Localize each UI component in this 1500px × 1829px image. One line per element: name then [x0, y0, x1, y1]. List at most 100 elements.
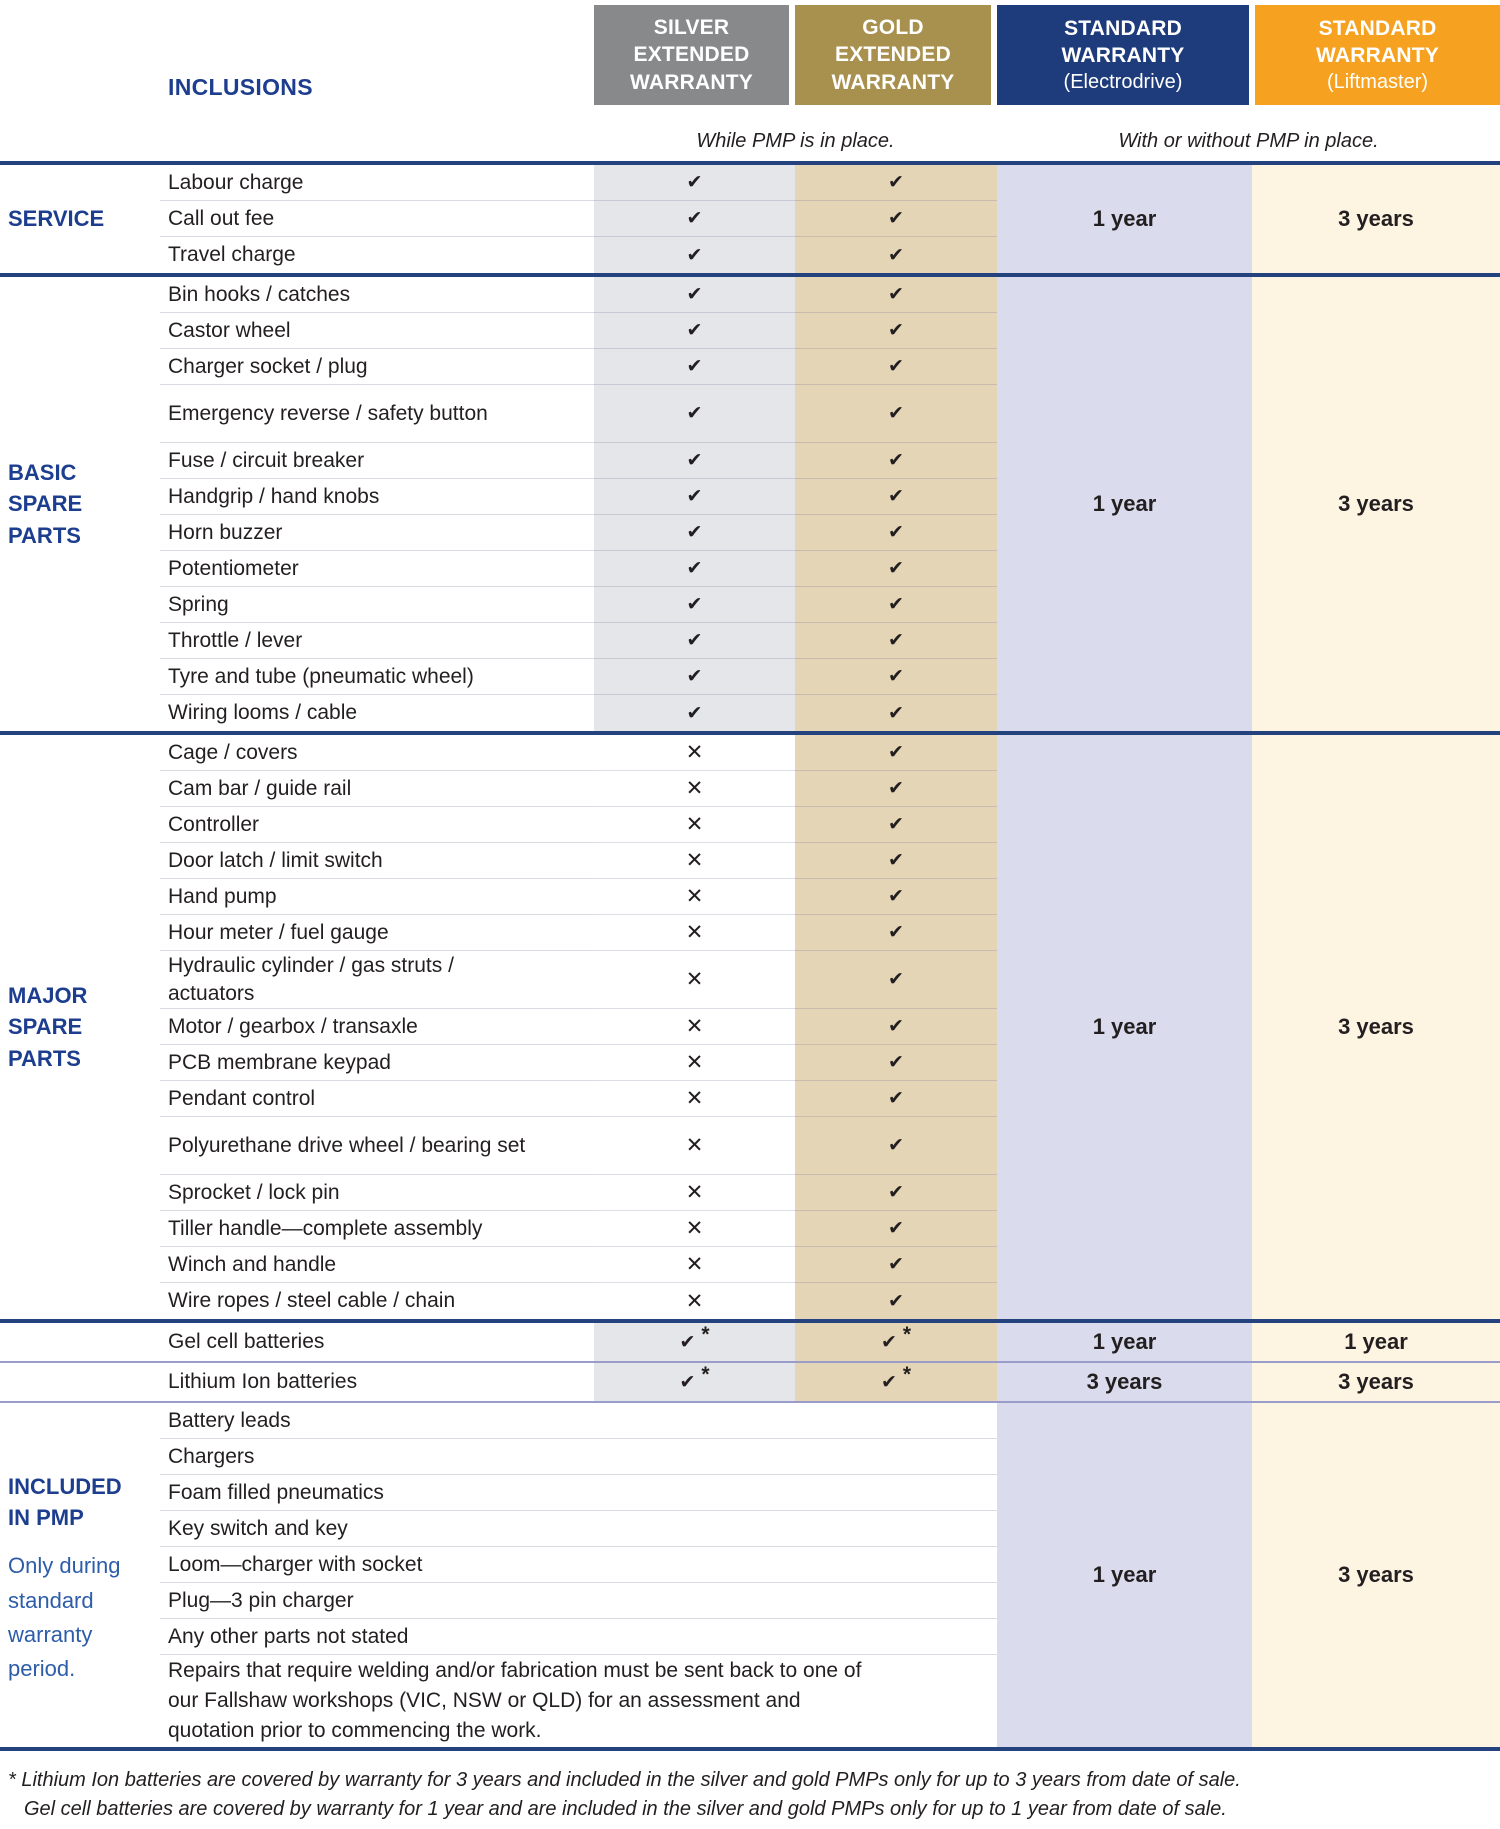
check-icon: ✔	[686, 701, 703, 724]
section-divider	[0, 1319, 1500, 1323]
asterisk-icon: *	[701, 1363, 710, 1386]
row-label-text: Tyre and tube (pneumatic wheel)	[168, 664, 474, 688]
section-heading: BASIC SPARE PARTS	[8, 460, 83, 548]
mark-wrap: ✔	[687, 631, 703, 650]
row-label-text: Battery leads	[168, 1408, 291, 1432]
table-row-label: Gel cell batteries	[160, 1323, 594, 1361]
mark-wrap: ✔	[888, 357, 904, 376]
duration-value: 3 years	[1338, 491, 1414, 516]
silver-mark-cell: ✔ *	[594, 1323, 795, 1361]
check-icon: ✔	[888, 557, 904, 579]
check-icon: ✔	[880, 1370, 897, 1393]
silver-mark-cell: ✔	[594, 201, 795, 237]
silver-mark-cell: ✕	[594, 1211, 795, 1247]
cross-icon: ✕	[685, 1180, 704, 1204]
row-label-text: Lithium Ion batteries	[168, 1370, 358, 1394]
gold-mark-cell: ✔	[795, 349, 997, 385]
section-divider	[0, 161, 1500, 165]
table-body: SERVICE Labour charge ✔ ✔ Call out fee ✔ ✔ Trav…	[0, 165, 1500, 1751]
mark-wrap: ✔	[687, 487, 703, 506]
silver-mark-cell: ✔	[594, 695, 795, 731]
asterisk-icon: *	[902, 1363, 912, 1386]
check-icon: ✔	[888, 355, 904, 377]
mark-wrap: ✕	[686, 1218, 704, 1239]
section-heading: MAJOR SPARE PARTS	[8, 983, 88, 1071]
table-row-label: Handgrip / hand knobs	[160, 479, 594, 515]
mark-wrap: ✔	[888, 285, 904, 304]
cross-icon: ✕	[685, 1133, 704, 1157]
row-label-text: Plug—3 pin charger	[168, 1588, 354, 1612]
table-row-label: Travel charge	[160, 237, 594, 273]
footnotes: * Lithium Ion batteries are covered by w…	[0, 1751, 1500, 1824]
mark-wrap: ✔	[888, 209, 904, 228]
check-icon: ✔	[686, 283, 703, 305]
silver-mark-cell: ✔	[594, 551, 795, 587]
pmp-note-standard: With or without PMP in place.	[1118, 129, 1379, 152]
footnote-lithium: * Lithium Ion batteries are covered by w…	[8, 1769, 1241, 1791]
row-label-text: Winch and handle	[168, 1252, 337, 1276]
row-label-text: Door latch / limit switch	[168, 848, 383, 872]
electrodrive-duration-cell: 1 year	[997, 277, 1252, 731]
mark-wrap: ✔	[888, 1291, 904, 1311]
table-row-label: Any other parts not stated	[160, 1619, 997, 1655]
check-icon: ✔	[686, 207, 703, 229]
gold-mark-cell: ✔	[795, 515, 997, 551]
section-divider	[0, 1401, 1500, 1403]
group-spacer	[0, 1363, 160, 1401]
duration-value: 1 year	[1092, 491, 1157, 516]
table-row-label: Battery leads	[160, 1403, 997, 1439]
group-label-service: SERVICE	[0, 165, 160, 273]
silver-mark-cell: ✔	[594, 385, 795, 443]
row-label-text: Wiring looms / cable	[168, 701, 358, 725]
table-row-label: Bin hooks / catches	[160, 277, 594, 313]
pmp-note-extended: While PMP is in place.	[696, 129, 895, 152]
header-title-line: WARRANTY	[630, 70, 753, 94]
row-label-text: Controller	[168, 812, 260, 836]
row-label-text: Charger socket / plug	[168, 354, 368, 378]
check-icon: ✔	[888, 1217, 904, 1239]
gold-mark-cell: ✔	[795, 201, 997, 237]
section-divider	[0, 1361, 1500, 1363]
check-icon: ✔	[686, 171, 703, 193]
mark-wrap: ✔	[888, 1255, 904, 1274]
check-icon: ✔	[888, 813, 904, 835]
table-row-label: Wire ropes / steel cable / chain	[160, 1283, 594, 1319]
table-row-label: Door latch / limit switch	[160, 843, 594, 879]
row-label-text: Labour charge	[168, 170, 304, 194]
silver-mark-cell: ✕	[594, 735, 795, 771]
section-major-spare-parts: MAJOR SPARE PARTS Cage / covers ✕ ✔ Cam bar …	[0, 735, 1500, 1319]
check-icon: ✔	[686, 593, 703, 615]
row-label-text: Throttle / lever	[168, 628, 303, 652]
warranty-header-standard-liftmaster: STANDARD WARRANTY (Liftmaster)	[1255, 5, 1500, 105]
cross-icon: ✕	[685, 1086, 704, 1110]
silver-mark-cell: ✕	[594, 1247, 795, 1283]
row-label-text: Wire ropes / steel cable / chain	[168, 1289, 456, 1313]
gold-mark-cell: ✔	[795, 771, 997, 807]
gold-mark-cell: ✔	[795, 479, 997, 515]
row-label-text: Bin hooks / catches	[168, 282, 351, 306]
table-row-label: Hand pump	[160, 879, 594, 915]
check-icon: ✔	[880, 1330, 897, 1353]
mark-wrap: ✔	[687, 667, 703, 686]
row-label-text: Call out fee	[168, 206, 275, 230]
gold-mark-cell: ✔	[795, 1009, 997, 1045]
row-label-text: Tiller handle—complete assembly	[168, 1216, 483, 1240]
cross-icon: ✕	[685, 1216, 704, 1240]
silver-mark-cell: ✕	[594, 879, 795, 915]
inclusions-header-cell: INCLUSIONS	[0, 5, 594, 105]
header-subtitle-line: (Electrodrive)	[1063, 71, 1183, 94]
header-title-line: EXTENDED	[633, 43, 750, 67]
gold-mark-cell: ✔	[795, 237, 997, 273]
silver-mark-cell: ✔	[594, 277, 795, 313]
silver-mark-cell: ✕	[594, 951, 795, 1009]
mark-wrap: ✕	[686, 969, 704, 990]
row-label-text: Handgrip / hand knobs	[168, 484, 380, 508]
mark-wrap: ✔	[888, 923, 904, 942]
check-icon: ✔	[686, 319, 703, 341]
mark-wrap: ✕	[686, 1088, 704, 1109]
mark-wrap: ✔	[687, 173, 703, 192]
mark-wrap: ✔	[888, 779, 904, 798]
check-icon: ✔	[888, 207, 904, 229]
header-title-line: WARRANTY	[831, 70, 955, 94]
group-label-basic-spare-parts: BASIC SPARE PARTS	[0, 277, 160, 731]
